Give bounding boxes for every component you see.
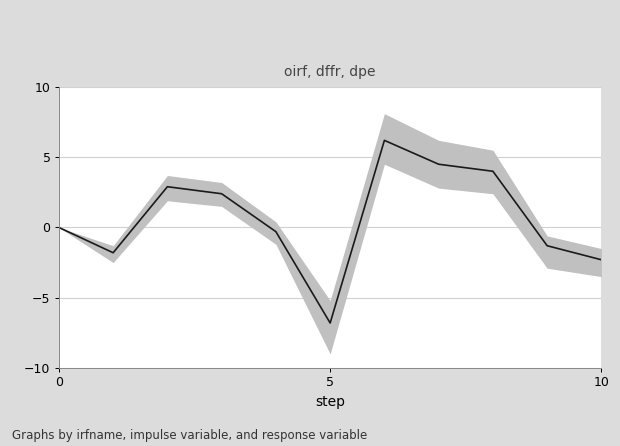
Text: oirf, dffr, dpe: oirf, dffr, dpe (285, 66, 376, 79)
Text: Graphs by irfname, impulse variable, and response variable: Graphs by irfname, impulse variable, and… (12, 429, 368, 442)
X-axis label: step: step (315, 395, 345, 409)
